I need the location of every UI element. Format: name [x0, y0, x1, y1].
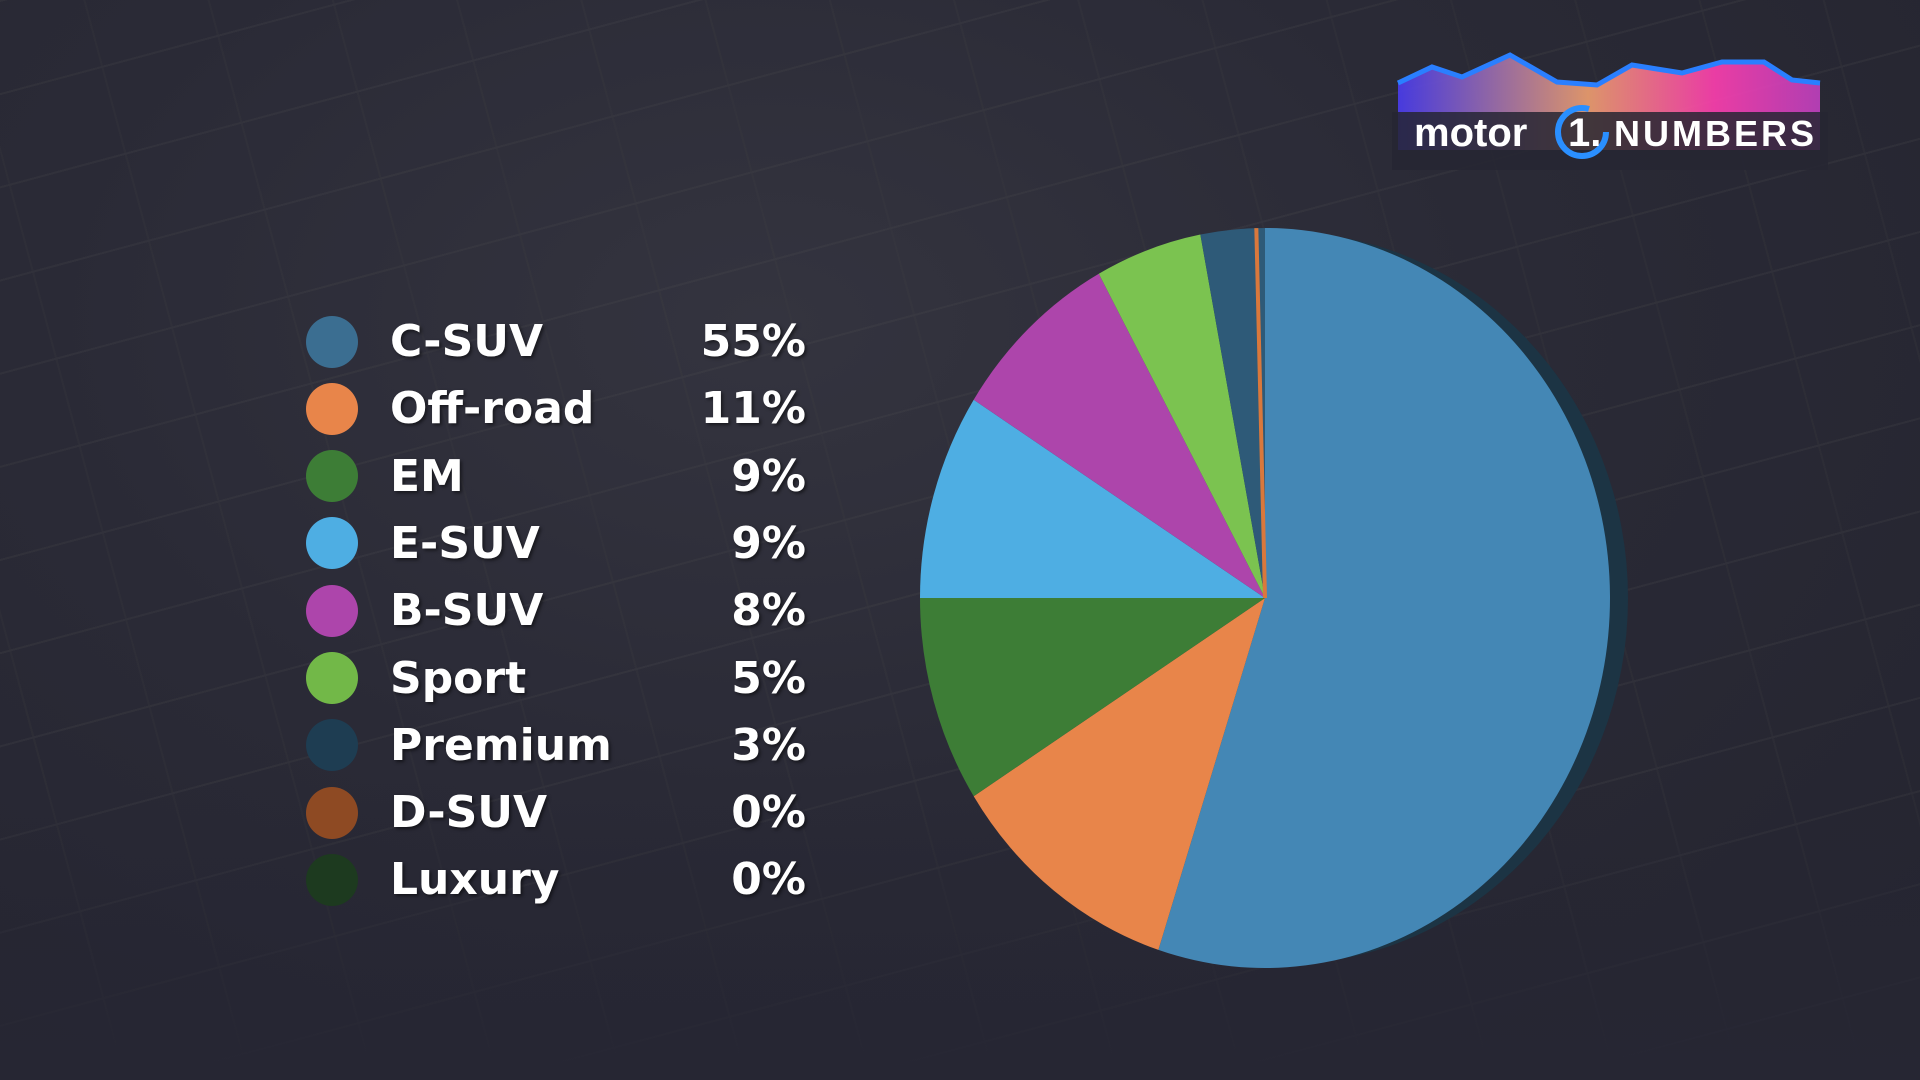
pie-slice-em	[920, 598, 1265, 797]
legend-value: 11%	[700, 383, 806, 435]
legend-value: 5%	[731, 652, 806, 704]
legend-label: Off-road	[390, 383, 595, 435]
legend-label: Luxury	[390, 854, 560, 906]
legend-item: D-SUV 0%	[306, 779, 806, 846]
legend-label: E-SUV	[390, 517, 540, 569]
pie-slice-off-road	[973, 598, 1265, 950]
legend-value: 3%	[731, 719, 806, 771]
legend-swatch	[306, 315, 358, 368]
svg-text:1.: 1.	[1568, 111, 1601, 155]
legend-label: Sport	[390, 652, 527, 704]
legend-swatch	[306, 517, 358, 570]
legend-item: B-SUV 8%	[306, 577, 806, 644]
pie-slice-sport	[1098, 234, 1265, 598]
legend-item: Off-road 11%	[306, 375, 806, 442]
pie-slice-b-suv	[973, 273, 1265, 598]
legend-label: C-SUV	[390, 316, 544, 367]
legend-value: 9%	[731, 450, 806, 502]
legend-item: EM 9%	[306, 443, 806, 510]
svg-text:motor: motor	[1414, 111, 1527, 155]
legend-item: Sport 5%	[306, 645, 806, 712]
legend-label: Premium	[390, 719, 612, 771]
legend-item: C-SUV 55%	[306, 308, 806, 375]
motor1-numbers-logo: motor 1. NUMBERS	[1392, 52, 1828, 170]
legend-swatch	[306, 719, 358, 772]
pie-slice-premium	[1200, 228, 1265, 598]
legend-swatch	[306, 786, 358, 839]
legend-label: EM	[390, 450, 464, 502]
legend-value: 9%	[731, 517, 806, 569]
pie-slice-d-suv	[1254, 228, 1267, 599]
legend-label: D-SUV	[390, 787, 548, 839]
legend-item: Luxury 0%	[306, 846, 806, 913]
legend-value: 0%	[731, 854, 806, 906]
legend-value: 0%	[731, 787, 806, 839]
legend-swatch	[306, 584, 358, 637]
legend-value: 8%	[731, 585, 806, 637]
legend-item: E-SUV 9%	[306, 510, 806, 577]
svg-text:NUMBERS: NUMBERS	[1614, 113, 1817, 154]
legend-swatch	[306, 652, 358, 704]
legend-item: Premium 3%	[306, 712, 806, 779]
legend-swatch	[306, 382, 358, 435]
legend-swatch	[306, 853, 358, 906]
pie-slice-c-suv	[1158, 228, 1610, 968]
legend-label: B-SUV	[390, 585, 544, 637]
legend-value: 55%	[700, 316, 806, 367]
pie-slice-e-suv	[920, 399, 1265, 598]
legend-swatch	[306, 450, 358, 503]
